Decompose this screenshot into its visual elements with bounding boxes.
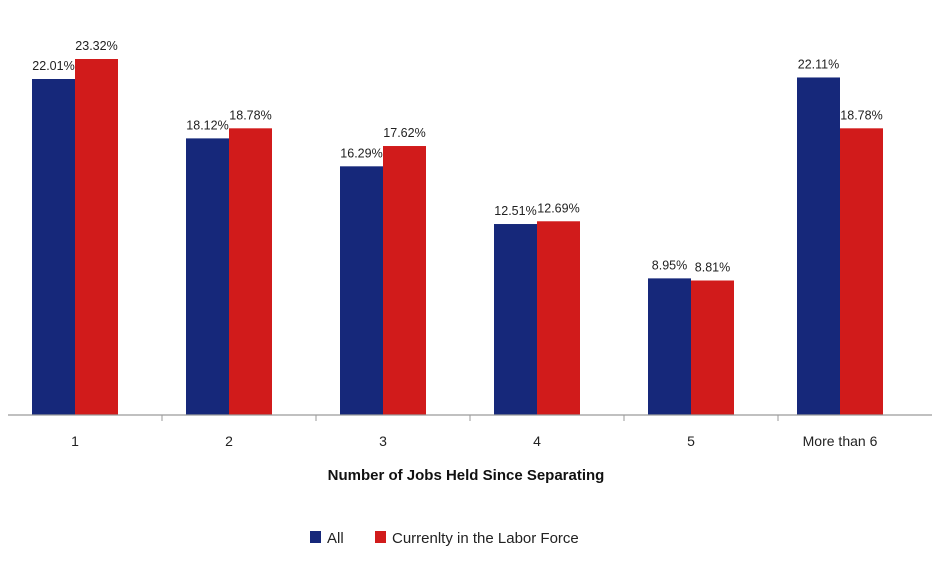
data-label-all-2: 18.12% bbox=[186, 118, 228, 132]
legend-label-labor-force: Currenlty in the Labor Force bbox=[392, 530, 579, 547]
bar-labor-force-4 bbox=[537, 221, 580, 415]
bar-all-6 bbox=[797, 77, 840, 415]
x-tick-label-5: 5 bbox=[687, 433, 695, 449]
bar-all-5 bbox=[648, 278, 691, 415]
legend: All Currenlty in the Labor Force bbox=[310, 530, 579, 547]
bar-all-4 bbox=[494, 224, 537, 415]
bar-labor-force-6 bbox=[840, 128, 883, 415]
data-labels-layer: 22.01%23.32%18.12%18.78%16.29%17.62%12.5… bbox=[32, 39, 882, 275]
bar-labor-force-2 bbox=[229, 128, 272, 415]
data-label-all-6: 22.11% bbox=[798, 57, 839, 71]
data-label-labor-force-1: 23.32% bbox=[75, 39, 117, 53]
bar-all-3 bbox=[340, 166, 383, 415]
data-label-labor-force-3: 17.62% bbox=[383, 126, 425, 140]
bar-labor-force-3 bbox=[383, 146, 426, 415]
legend-label-all: All bbox=[327, 530, 344, 547]
x-tick-label-3: 3 bbox=[379, 433, 387, 449]
data-label-all-3: 16.29% bbox=[340, 146, 382, 160]
data-label-all-4: 12.51% bbox=[494, 204, 536, 218]
bar-all-2 bbox=[186, 138, 229, 415]
legend-swatch-labor-force bbox=[375, 531, 386, 543]
bars-layer bbox=[32, 59, 883, 415]
data-label-all-5: 8.95% bbox=[652, 258, 687, 272]
data-label-labor-force-5: 8.81% bbox=[695, 261, 730, 275]
data-label-all-1: 22.01% bbox=[32, 59, 74, 73]
bar-all-1 bbox=[32, 79, 75, 415]
x-ticks-layer: 1 2 3 4 5 More than 6 bbox=[71, 415, 878, 449]
bar-labor-force-1 bbox=[75, 59, 118, 415]
data-label-labor-force-4: 12.69% bbox=[537, 201, 579, 215]
data-label-labor-force-6: 18.78% bbox=[840, 108, 882, 122]
x-tick-label-1: 1 bbox=[71, 433, 79, 449]
data-label-labor-force-2: 18.78% bbox=[229, 108, 271, 122]
bar-labor-force-5 bbox=[691, 280, 734, 415]
x-tick-label-6: More than 6 bbox=[803, 433, 878, 449]
legend-swatch-all bbox=[310, 531, 321, 543]
x-tick-label-2: 2 bbox=[225, 433, 233, 449]
x-axis-title: Number of Jobs Held Since Separating bbox=[328, 467, 605, 484]
x-tick-label-4: 4 bbox=[533, 433, 541, 449]
